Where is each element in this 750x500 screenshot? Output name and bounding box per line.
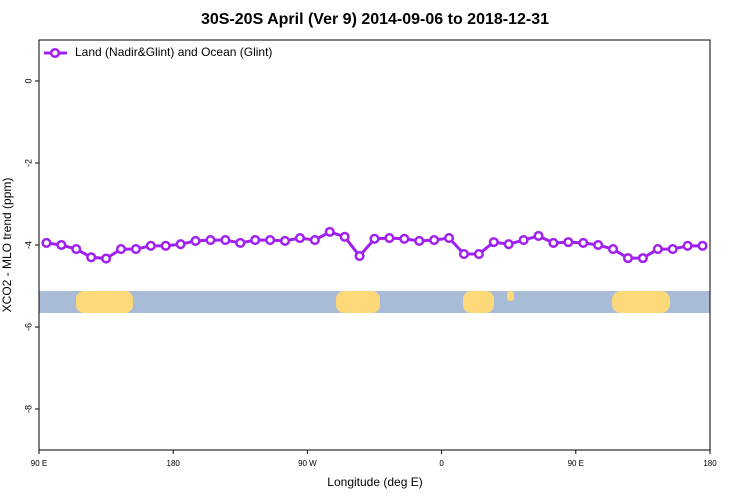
point [488,237,499,248]
point [265,235,276,246]
point [56,239,67,251]
point [697,240,708,251]
point [652,244,663,255]
point [369,233,380,244]
point [41,237,52,248]
point [160,240,171,251]
point [429,235,440,246]
point [518,235,529,246]
point [533,230,544,242]
land [76,291,133,313]
point [384,232,395,244]
point [444,232,455,244]
map-band [39,291,710,313]
point [608,244,619,255]
x-tick-label: 180 [703,459,717,468]
point [324,226,335,237]
point [578,237,589,248]
x-tick-label: 0 [439,459,444,468]
land [463,291,494,313]
point [458,248,470,260]
point [175,239,186,250]
y-axis-label: XCO2 - MLO trend (ppm) [0,178,14,313]
y-tick-label: -4 [23,241,33,249]
point [294,232,305,244]
point [682,240,693,251]
point [71,244,82,255]
legend-label: Land (Nadir&Glint) and Ocean (Glint) [75,45,272,59]
point [250,235,261,246]
point [622,253,634,264]
point [637,253,648,264]
point [309,235,320,246]
point [399,233,410,244]
point [563,237,574,248]
point [473,248,484,260]
point [354,251,365,262]
point [145,240,156,251]
land [507,291,514,301]
y-tick-label: -8 [23,405,33,413]
point [220,235,231,246]
point [279,235,291,246]
point [130,244,141,255]
point [86,252,97,263]
point [548,237,559,248]
point [667,244,678,255]
land [336,291,380,313]
x-axis-label: Longitude (deg E) [327,475,422,489]
point [115,244,127,255]
point [101,253,112,264]
x-tick-label: 90 E [568,459,584,468]
plot-frame [38,39,711,451]
point [414,235,425,246]
land [612,291,670,313]
point [339,231,350,242]
point [503,239,514,250]
x-tick-label: 180 [167,459,181,468]
y-tick-label: 0 [23,78,33,83]
legend-marker [49,47,61,59]
x-tick-label: 90 W [298,459,317,468]
y-tick-label: -6 [23,323,33,331]
x-tick-label: 90 E [31,459,47,468]
point [190,235,201,246]
y-tick-label: -2 [23,159,33,167]
chart-title: 30S-20S April (Ver 9) 2014-09-06 to 2018… [201,11,549,28]
point [235,237,246,248]
point [205,235,216,246]
point [593,239,604,251]
